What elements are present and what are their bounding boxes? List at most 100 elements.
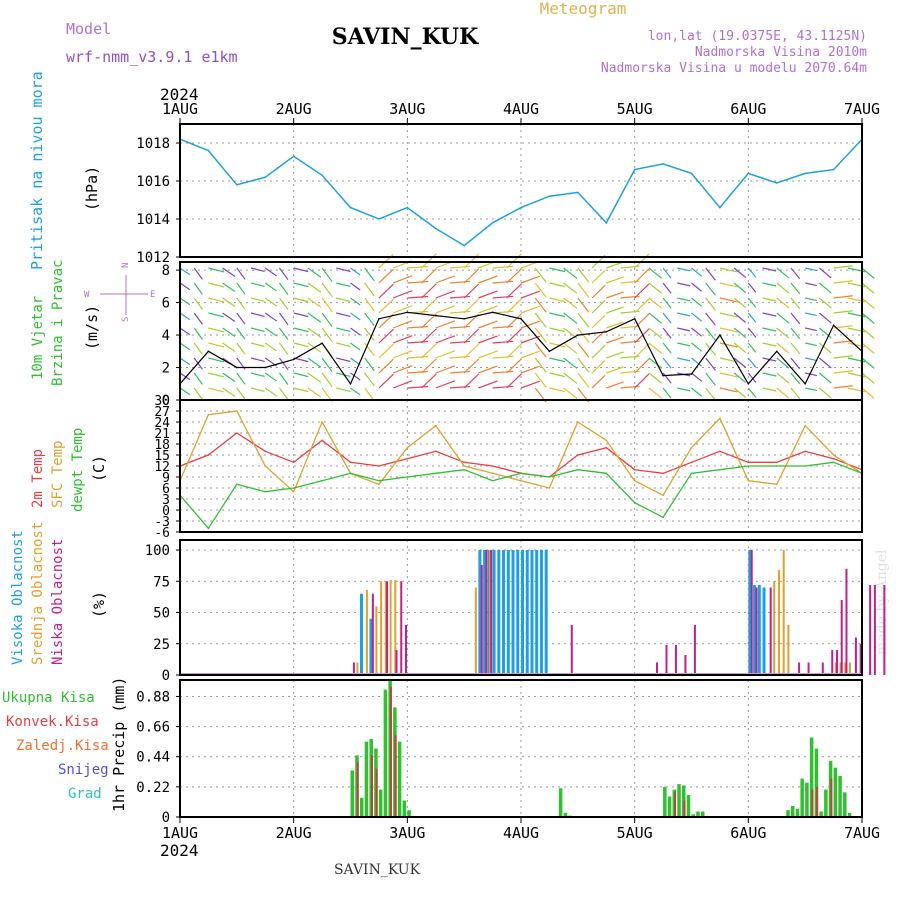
wind-arrow xyxy=(691,387,703,397)
wind-arrow xyxy=(577,282,590,298)
wind-arrow xyxy=(648,387,663,399)
precip-bar xyxy=(824,789,828,817)
wind-arrow xyxy=(307,297,322,308)
lonlat-label: lon,lat (19.0375E, 43.1125N) xyxy=(648,29,867,44)
wind-arrow xyxy=(520,320,541,329)
wind-arrow xyxy=(449,265,471,269)
wind-arrow xyxy=(321,357,333,373)
x-tick-bottom: 1AUG xyxy=(162,824,198,842)
wind-arrow xyxy=(577,297,590,313)
cloud-bar xyxy=(839,662,842,675)
temp-line-2-point xyxy=(349,472,352,475)
wind-arrow xyxy=(236,267,246,280)
wind-arrow xyxy=(492,385,514,389)
cloud-bar xyxy=(404,625,407,675)
wind-arrow xyxy=(818,357,832,369)
wind-arrow xyxy=(662,387,672,399)
wind-arrow xyxy=(208,267,225,273)
wind-arrow xyxy=(520,290,541,299)
wind-arrow xyxy=(506,298,522,314)
wind-arrow xyxy=(833,280,853,284)
wind-arrow xyxy=(449,340,471,344)
temp-line-0-point xyxy=(719,450,721,453)
cloud-bar xyxy=(656,662,659,675)
wind-arrow xyxy=(336,357,351,363)
wind-arrow xyxy=(350,342,361,351)
wind-arrow xyxy=(407,295,429,299)
temp-ytick-label: 3 xyxy=(162,493,170,508)
wind-arrow xyxy=(278,312,289,326)
wind-arrow xyxy=(776,372,790,384)
precip-bar xyxy=(350,770,354,817)
wind-arrow xyxy=(733,327,747,338)
watermark: made by Angel xyxy=(874,549,890,655)
temp-line-2-point xyxy=(804,465,806,467)
wind-speed-line-point xyxy=(605,331,608,333)
precip-bar xyxy=(667,796,672,817)
wind-arrow xyxy=(222,297,236,308)
wind-arrow xyxy=(208,342,225,348)
x-tick-bottom: 2AUG xyxy=(276,824,312,842)
wind-arrow xyxy=(677,342,691,347)
wind-arrow xyxy=(449,355,471,359)
pressure-ytick-label: 1012 xyxy=(136,250,170,266)
cloud-bar xyxy=(485,550,488,675)
wind-speed-line-point xyxy=(690,373,693,375)
wind-arrow xyxy=(250,282,265,288)
precip-bar xyxy=(847,812,852,817)
wind-arrow xyxy=(648,282,663,294)
wind-arrow xyxy=(762,267,777,272)
wind-arrow xyxy=(606,351,624,359)
temp-ylabel-1: 2m Temp xyxy=(30,449,46,508)
temp-line-0-point xyxy=(491,465,494,467)
wind-arrow xyxy=(307,312,322,323)
precip-bar xyxy=(686,795,691,817)
temp-line-2-point xyxy=(264,490,267,493)
wind-arrow xyxy=(520,275,541,284)
cloud-bar xyxy=(674,645,677,675)
temp-line-1-point xyxy=(236,410,238,412)
wind-arrow xyxy=(321,372,333,388)
temp-ytick-label: 0 xyxy=(162,504,170,519)
precip-bar xyxy=(674,792,677,817)
cloud-unit: (%) xyxy=(90,591,108,618)
year-top: 2024 xyxy=(160,85,199,104)
pressure-ytick-label: 1018 xyxy=(136,136,170,152)
wind-arrow xyxy=(492,370,514,374)
cloud-bar xyxy=(539,550,543,675)
cloud-ytick-label: 0 xyxy=(162,668,170,684)
cloud-bar xyxy=(854,637,857,675)
temp-unit: (C) xyxy=(90,455,108,482)
pressure-ylabel: Pritisak na nivou mora xyxy=(28,71,46,270)
wind-arrow xyxy=(421,283,437,299)
temp-line-0-point xyxy=(264,450,267,453)
wind-arrow xyxy=(677,267,691,272)
temp-ylabel-3: dewpt Temp xyxy=(70,428,86,512)
wind-arrow xyxy=(193,327,203,340)
cloud-bar xyxy=(869,585,872,675)
wind-speed-line-point xyxy=(378,318,380,320)
wind-arrow xyxy=(378,298,394,314)
wind-arrow xyxy=(293,297,309,303)
wind-arrow xyxy=(833,295,853,299)
x-tick-top: 1AUG xyxy=(162,100,198,118)
wind-arrow xyxy=(364,267,375,282)
wind-arrow xyxy=(805,312,818,317)
elevation-label: Nadmorska Visina 2010m xyxy=(695,45,867,60)
precip-bar xyxy=(795,808,800,817)
cloud-bar xyxy=(798,662,801,675)
cloud-bar xyxy=(489,550,492,675)
wind-arrow xyxy=(705,282,716,296)
cloud-ylabel-1: Visoka Oblacnost xyxy=(10,530,26,665)
wind-arrow xyxy=(222,267,236,278)
wind-arrow xyxy=(677,297,691,302)
wind-arrow xyxy=(818,267,832,279)
wind-arrow xyxy=(250,357,265,363)
precip-legend-hail: Grad xyxy=(68,786,102,802)
temp-line-2-point xyxy=(236,483,238,486)
cloud-bar xyxy=(483,550,487,675)
wind-arrow xyxy=(364,372,375,387)
temp-line-1-point xyxy=(804,424,806,427)
wind-arrow xyxy=(747,342,757,353)
wind-arrow xyxy=(321,312,333,328)
